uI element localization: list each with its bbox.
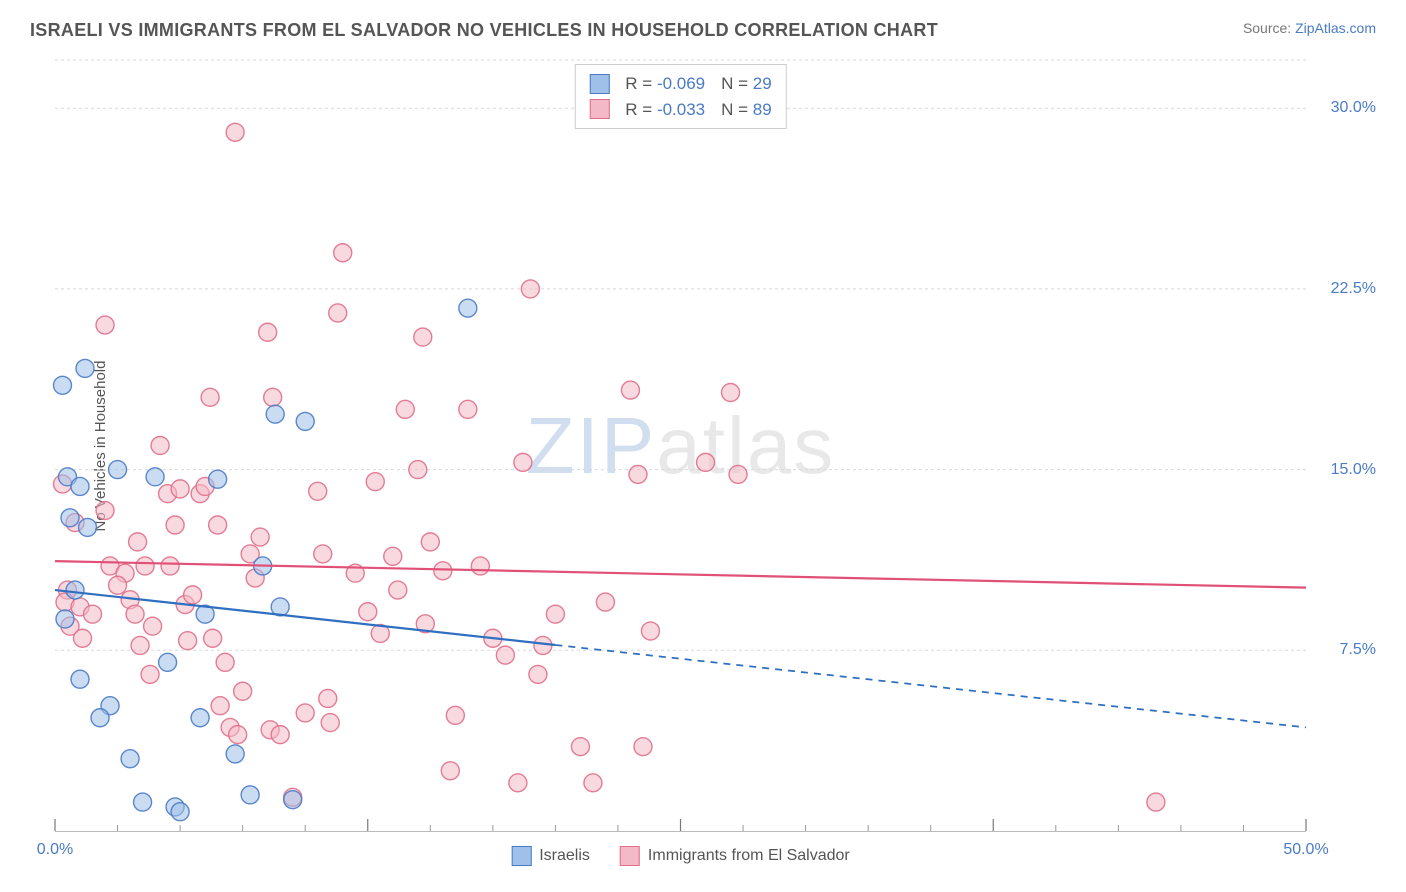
y-tick-label: 22.5%: [1331, 280, 1376, 298]
header: ISRAELI VS IMMIGRANTS FROM EL SALVADOR N…: [0, 0, 1406, 51]
swatch-elsalvador: [589, 99, 609, 119]
scatter-svg: [55, 60, 1306, 831]
legend-item-elsalvador: Immigrants from El Salvador: [620, 846, 850, 866]
swatch-israelis-bottom: [511, 846, 531, 866]
y-tick-label: 7.5%: [1340, 641, 1376, 659]
swatch-elsalvador-bottom: [620, 846, 640, 866]
y-tick-label: 30.0%: [1331, 99, 1376, 117]
x-tick-label: 50.0%: [1283, 841, 1328, 859]
chart-title: ISRAELI VS IMMIGRANTS FROM EL SALVADOR N…: [30, 20, 938, 41]
plot-area: ZIPatlas R = -0.069 N = 29 R = -0.033 N …: [55, 60, 1306, 832]
source-link[interactable]: ZipAtlas.com: [1295, 20, 1376, 36]
x-tick-label: 0.0%: [37, 841, 73, 859]
source-attribution: Source: ZipAtlas.com: [1243, 20, 1376, 36]
series-legend: Israelis Immigrants from El Salvador: [511, 846, 850, 866]
y-tick-label: 15.0%: [1331, 461, 1376, 479]
legend-item-israelis: Israelis: [511, 846, 590, 866]
chart-container: No Vehicles in Household ZIPatlas R = -0…: [55, 60, 1306, 832]
correlation-legend: R = -0.069 N = 29 R = -0.033 N = 89: [574, 64, 786, 129]
swatch-israelis: [589, 74, 609, 94]
correlation-row-israelis: R = -0.069 N = 29: [589, 71, 771, 97]
correlation-row-elsalvador: R = -0.033 N = 89: [589, 97, 771, 123]
